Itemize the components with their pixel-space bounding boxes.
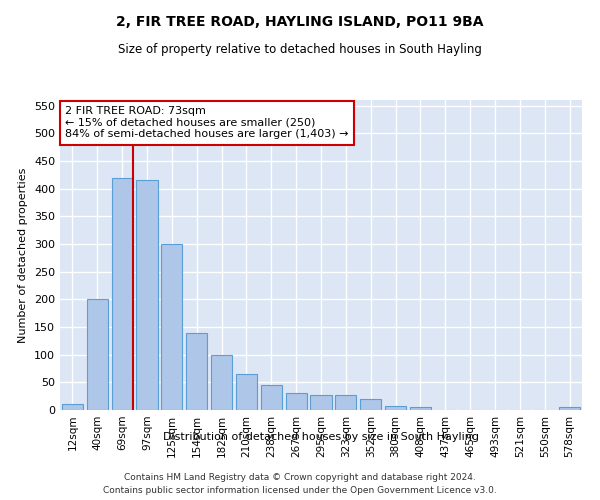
Bar (136, 180, 158, 410)
Text: 2, FIR TREE ROAD, HAYLING ISLAND, PO11 9BA: 2, FIR TREE ROAD, HAYLING ISLAND, PO11 9… (116, 15, 484, 29)
Bar (87, 300, 108, 410)
Bar (286, 394, 307, 410)
Bar (410, 407, 431, 410)
Bar (261, 385, 282, 410)
Bar (211, 354, 232, 410)
Bar (310, 394, 332, 410)
Bar (559, 407, 580, 410)
Bar (186, 332, 207, 410)
Text: Size of property relative to detached houses in South Hayling: Size of property relative to detached ho… (118, 42, 482, 56)
Y-axis label: Number of detached properties: Number of detached properties (19, 168, 28, 342)
Text: Distribution of detached houses by size in South Hayling: Distribution of detached houses by size … (163, 432, 479, 442)
Text: Contains public sector information licensed under the Open Government Licence v3: Contains public sector information licen… (103, 486, 497, 495)
Bar (112, 178, 133, 410)
Bar (161, 244, 182, 410)
Bar (360, 399, 381, 410)
Text: Contains HM Land Registry data © Crown copyright and database right 2024.: Contains HM Land Registry data © Crown c… (124, 472, 476, 482)
Bar (236, 374, 257, 410)
Bar (62, 404, 83, 410)
Text: 2 FIR TREE ROAD: 73sqm
← 15% of detached houses are smaller (250)
84% of semi-de: 2 FIR TREE ROAD: 73sqm ← 15% of detached… (65, 106, 349, 140)
Bar (385, 406, 406, 410)
Bar (335, 395, 356, 410)
